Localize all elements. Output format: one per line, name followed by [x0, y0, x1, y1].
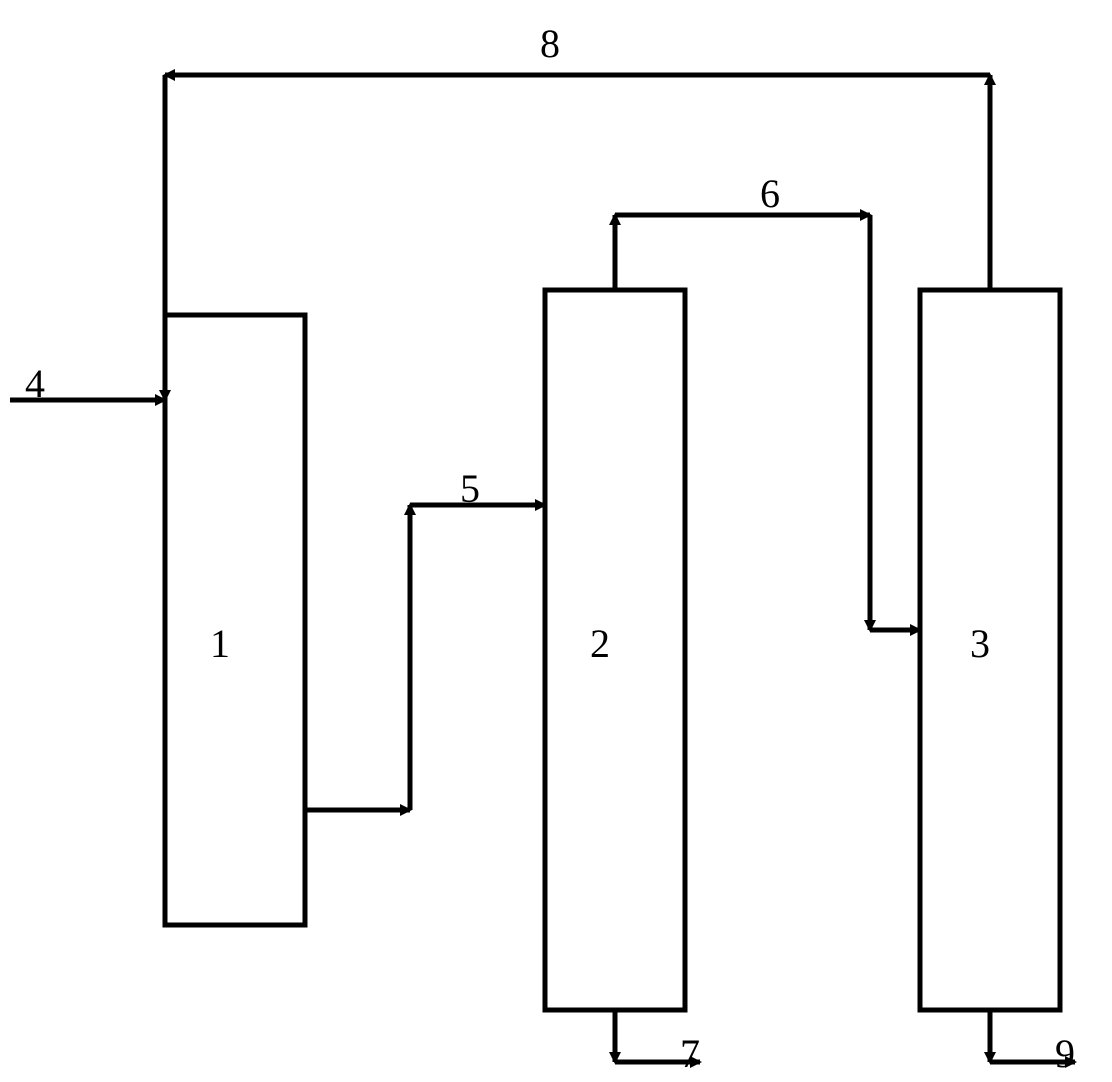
stream-6-label: 6	[760, 170, 780, 217]
process-flow-diagram	[0, 0, 1112, 1082]
stream-9-label: 9	[1055, 1030, 1075, 1077]
stream-8-label: 8	[540, 20, 560, 67]
column-3-rect	[920, 290, 1060, 1010]
column-1-label: 1	[210, 620, 230, 667]
column-1-rect	[165, 315, 305, 925]
column-3-label: 3	[970, 620, 990, 667]
stream-4-label: 4	[25, 360, 45, 407]
column-2-label: 2	[590, 620, 610, 667]
column-2-rect	[545, 290, 685, 1010]
stream-5-label: 5	[460, 465, 480, 512]
stream-7-label: 7	[680, 1030, 700, 1077]
